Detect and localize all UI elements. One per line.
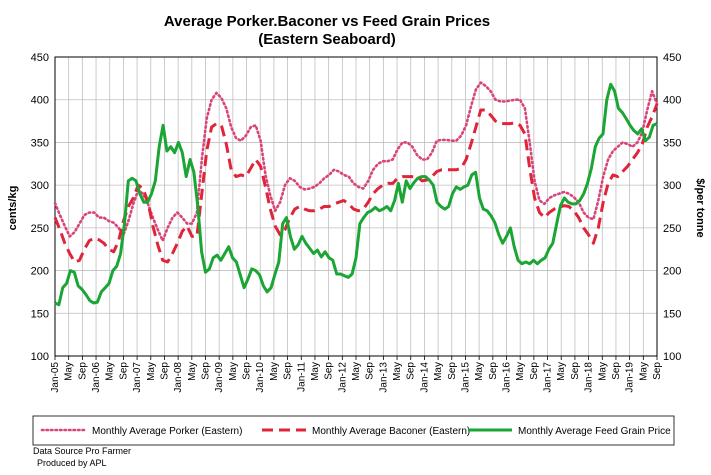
y-axis-left-label: cents/kg <box>7 186 19 231</box>
x-tick-label: Sep <box>652 362 663 380</box>
y-tick-label-right: 100 <box>663 351 681 363</box>
x-tick-label: Jan-07 <box>132 362 143 393</box>
x-tick-label: Sep <box>324 362 335 380</box>
footer-data-source: Data Source Pro Farmer <box>33 446 131 456</box>
series-lines <box>53 81 659 307</box>
x-tick-label: Jan-18 <box>584 362 595 393</box>
x-tick-label: May <box>515 362 526 381</box>
legend-box <box>32 415 675 446</box>
x-tick-label: Jan-15 <box>460 362 471 393</box>
x-tick-label: Jan-17 <box>543 362 554 393</box>
y-tick-label-right: 250 <box>663 223 681 235</box>
x-tick-label: Jan-12 <box>337 362 348 393</box>
x-tick-label: Jan-05 <box>50 362 61 393</box>
y-tick-label-right: 350 <box>663 137 681 149</box>
y-tick-label-right: 400 <box>663 95 681 107</box>
x-tick-label: May <box>351 362 362 381</box>
series-line-1 <box>53 81 659 242</box>
x-tick-label: May <box>64 362 75 381</box>
x-tick-label: Sep <box>283 362 294 380</box>
footer-produced-by: Produced by APL <box>37 458 107 468</box>
x-tick-label: Sep <box>77 362 88 380</box>
x-tick-label: May <box>105 362 116 381</box>
x-tick-label: Jan-08 <box>173 362 184 393</box>
y-tick-label-right: 300 <box>663 180 681 192</box>
legend-label-1: Monthly Average Porker (Eastern) <box>92 426 242 437</box>
y-tick-label-left: 200 <box>31 266 49 278</box>
x-tick-label: Jan-09 <box>214 362 225 393</box>
y-tick-label-right: 450 <box>663 52 681 64</box>
x-tick-label: May <box>187 362 198 381</box>
x-tick-label: Sep <box>159 362 170 380</box>
x-tick-label: May <box>597 362 608 381</box>
x-tick-label: Jan-13 <box>378 362 389 393</box>
x-tick-label: Jan-06 <box>91 362 102 393</box>
x-tick-label: May <box>146 362 157 381</box>
chart-title-line2: (Eastern Seaboard) <box>258 31 396 48</box>
x-tick-label: Sep <box>488 362 499 380</box>
series-line-2 <box>53 103 659 264</box>
legend-label-3: Monthly Average Feed Grain Price <box>518 426 671 437</box>
y-tick-label-left: 450 <box>31 52 49 64</box>
x-tick-label: Jan-14 <box>419 362 430 393</box>
legend: Monthly Average Porker (Eastern) Monthly … <box>40 426 671 437</box>
x-tick-label: May <box>556 362 567 381</box>
y-tick-label-left: 350 <box>31 137 49 149</box>
x-tick-label: Sep <box>570 362 581 380</box>
y-tick-label-left: 150 <box>31 308 49 320</box>
x-tick-label: May <box>474 362 485 381</box>
x-tick-label: May <box>392 362 403 381</box>
series-line-3 <box>54 82 658 307</box>
x-tick-label: Jan-16 <box>502 362 513 393</box>
x-tick-label: May <box>269 362 280 381</box>
y-tick-label-right: 200 <box>663 266 681 278</box>
legend-label-2: Monthly Average Baconer (Eastern) <box>312 426 470 437</box>
x-tick-label: Sep <box>529 362 540 380</box>
y-tick-label-left: 250 <box>31 223 49 235</box>
x-tick-label: Sep <box>242 362 253 380</box>
x-tick-label: Sep <box>201 362 212 380</box>
y-axis-left: 100 150 200 250 300 350 400 450 <box>31 52 49 363</box>
x-tick-label: May <box>228 362 239 381</box>
chart-title-line1: Average Porker.Baconer vs Feed Grain Pri… <box>164 13 490 30</box>
y-axis-right: 100 150 200 250 300 350 400 450 <box>663 52 681 363</box>
x-tick-label: May <box>310 362 321 381</box>
x-tick-label: May <box>433 362 444 381</box>
y-tick-label-right: 150 <box>663 308 681 320</box>
x-tick-label: Jan-19 <box>625 362 636 393</box>
plot-gridlines <box>55 57 657 356</box>
y-tick-label-left: 100 <box>31 351 49 363</box>
x-tick-label: Sep <box>447 362 458 380</box>
x-axis: Jan-05 May Sep Jan-06 May Sep Jan-07 May Sep Jan-… <box>50 356 663 393</box>
y-tick-label-left: 300 <box>31 180 49 192</box>
x-tick-label: Jan-10 <box>255 362 266 393</box>
x-tick-label: Sep <box>406 362 417 380</box>
y-tick-label-left: 400 <box>31 95 49 107</box>
x-tick-label: Sep <box>611 362 622 380</box>
x-tick-label: Sep <box>118 362 129 380</box>
x-tick-label: Sep <box>365 362 376 380</box>
x-tick-label: May <box>638 362 649 381</box>
y-axis-right-label: $/per tonne <box>694 178 706 237</box>
x-tick-label: Jan-11 <box>296 362 307 392</box>
